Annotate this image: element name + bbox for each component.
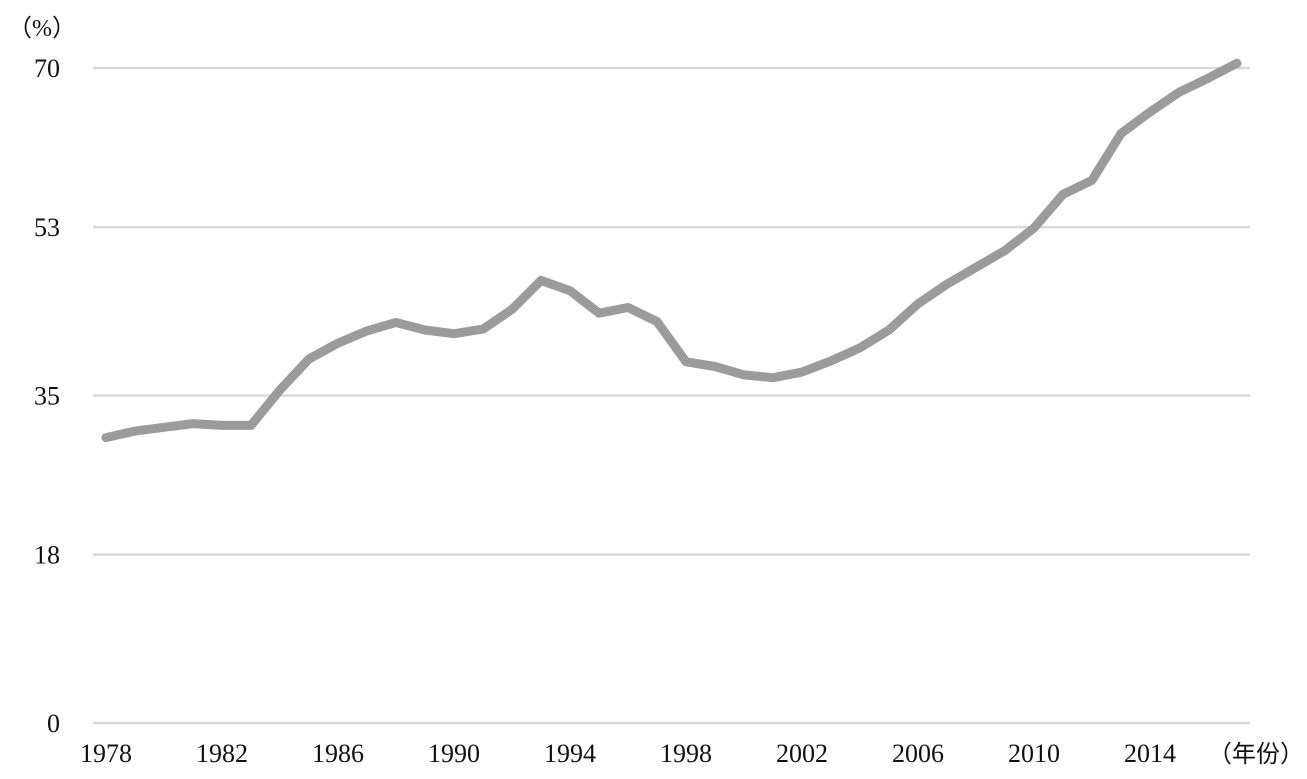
x-tick-label: 2010	[1008, 739, 1060, 768]
x-tick-label: 1990	[428, 739, 480, 768]
y-tick-label: 70	[34, 54, 60, 83]
x-tick-label: 1994	[544, 739, 596, 768]
y-tick-label: 35	[34, 382, 60, 411]
x-axis-unit-label: （年份）	[1208, 741, 1304, 768]
x-axis-ticks: 1978 1982 1986 1990 1994 1998 2002 2006 2010 2014	[80, 739, 1176, 768]
y-tick-label: 0	[47, 709, 60, 738]
y-axis-ticks: 0 18 35 53 70	[34, 54, 60, 738]
x-tick-label: 1978	[80, 739, 132, 768]
x-tick-label: 2002	[776, 739, 828, 768]
y-tick-label: 18	[34, 541, 60, 570]
x-tick-label: 1998	[660, 739, 712, 768]
x-tick-label: 2006	[892, 739, 944, 768]
series-line	[101, 58, 1242, 443]
x-tick-label: 1986	[312, 739, 364, 768]
y-tick-label: 53	[34, 213, 60, 242]
x-tick-label: 2014	[1124, 739, 1176, 768]
x-tick-label: 1982	[196, 739, 248, 768]
gridlines	[93, 66, 1250, 725]
y-axis-unit-label: （%）	[8, 16, 76, 42]
